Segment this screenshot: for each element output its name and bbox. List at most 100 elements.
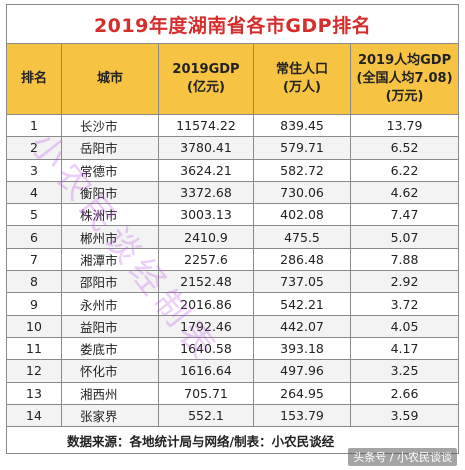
gdp-cell: 705.71 xyxy=(158,381,254,405)
header-population: 常住人口 (万人) xyxy=(253,43,351,115)
city-cell: 长沙市 xyxy=(61,113,159,138)
header-pop-line1: 常住人口 xyxy=(275,62,328,77)
table-row: 11 娄底市 1640.58 393.18 4.17 xyxy=(6,336,460,361)
city-cell: 湘潭市 xyxy=(61,247,159,272)
population-cell: 153.79 xyxy=(253,403,351,428)
population-cell: 579.71 xyxy=(253,136,351,160)
rank-cell: 9 xyxy=(6,292,62,316)
gdp-cell: 1616.64 xyxy=(158,359,254,383)
table-row: 1 长沙市 11574.22 839.45 13.79 xyxy=(6,113,460,138)
table-row: 3 常德市 3624.21 582.72 6.22 xyxy=(6,158,460,182)
table-row: 10 益阳市 1792.46 442.07 4.05 xyxy=(6,314,460,338)
gdp-ranking-table: 2019年度湖南省各市GDP排名 排名 城市 2019GDP (亿元) 常住人口… xyxy=(5,4,460,455)
table-body: 1 长沙市 11574.22 839.45 13.79 2 岳阳市 3780.41 579.71… xyxy=(6,113,460,428)
gdp-cell: 1792.46 xyxy=(158,314,254,338)
table-row: 12 怀化市 1616.64 497.96 3.25 xyxy=(6,359,460,383)
header-pop-line2: (万人) xyxy=(283,80,321,95)
population-cell: 393.18 xyxy=(253,336,351,361)
table-row: 7 湘潭市 2257.6 286.48 7.88 xyxy=(6,247,460,272)
rank-cell: 10 xyxy=(6,314,62,338)
header-row: 排名 城市 2019GDP (亿元) 常住人口 (万人) 2019人均GDP (… xyxy=(6,43,460,115)
population-cell: 475.5 xyxy=(253,225,351,249)
per-capita-gdp-cell: 2.66 xyxy=(349,381,460,405)
gdp-ranking-table-container: 2019年度湖南省各市GDP排名 排名 城市 2019GDP (亿元) 常住人口… xyxy=(5,4,460,455)
table-row: 4 衡阳市 3372.68 730.06 4.62 xyxy=(6,180,460,205)
per-capita-gdp-cell: 5.07 xyxy=(349,225,460,249)
gdp-cell: 1640.58 xyxy=(158,336,254,361)
rank-cell: 7 xyxy=(6,247,62,272)
rank-cell: 13 xyxy=(6,381,62,405)
header-gdp-line1: 2019GDP xyxy=(172,62,240,77)
per-capita-gdp-cell: 13.79 xyxy=(349,113,460,138)
header-pc-line1: 2019人均GDP xyxy=(357,53,452,68)
population-cell: 542.21 xyxy=(253,292,351,316)
data-source-footer: 数据来源：各地统计局与网络/制表：小农民谈经 xyxy=(5,426,460,455)
gdp-cell: 11574.22 xyxy=(158,113,254,138)
population-cell: 582.72 xyxy=(253,158,351,182)
city-cell: 益阳市 xyxy=(61,314,159,338)
gdp-cell: 3372.68 xyxy=(158,180,254,205)
per-capita-gdp-cell: 6.22 xyxy=(349,158,460,182)
city-cell: 邵阳市 xyxy=(61,270,159,294)
header-per-capita-gdp: 2019人均GDP (全国人均7.08) (万元) xyxy=(349,43,460,115)
table-title: 2019年度湖南省各市GDP排名 xyxy=(5,4,460,44)
city-cell: 怀化市 xyxy=(61,359,159,383)
population-cell: 730.06 xyxy=(253,180,351,205)
per-capita-gdp-cell: 3.59 xyxy=(349,403,460,428)
rank-cell: 4 xyxy=(6,180,62,205)
per-capita-gdp-cell: 4.05 xyxy=(349,314,460,338)
per-capita-gdp-cell: 7.88 xyxy=(349,247,460,272)
population-cell: 442.07 xyxy=(253,314,351,338)
gdp-cell: 3624.21 xyxy=(158,158,254,182)
population-cell: 402.08 xyxy=(253,203,351,227)
rank-cell: 3 xyxy=(6,158,62,182)
city-cell: 娄底市 xyxy=(61,336,159,361)
table-row: 2 岳阳市 3780.41 579.71 6.52 xyxy=(6,136,460,160)
header-pc-line3: (万元) xyxy=(385,89,424,104)
city-cell: 张家界 xyxy=(61,403,159,428)
population-cell: 737.05 xyxy=(253,270,351,294)
table-row: 8 邵阳市 2152.48 737.05 2.92 xyxy=(6,270,460,294)
population-cell: 839.45 xyxy=(253,113,351,138)
gdp-cell: 552.1 xyxy=(158,403,254,428)
population-cell: 286.48 xyxy=(253,247,351,272)
city-cell: 常德市 xyxy=(61,158,159,182)
rank-cell: 8 xyxy=(6,270,62,294)
city-cell: 衡阳市 xyxy=(61,180,159,205)
per-capita-gdp-cell: 4.17 xyxy=(349,336,460,361)
header-gdp: 2019GDP (亿元) xyxy=(158,43,254,115)
table-row: 13 湘西州 705.71 264.95 2.66 xyxy=(6,381,460,405)
city-cell: 郴州市 xyxy=(61,225,159,249)
population-cell: 497.96 xyxy=(253,359,351,383)
gdp-cell: 3003.13 xyxy=(158,203,254,227)
corner-watermark: 头条号 / 小农民谈谈 xyxy=(348,448,457,466)
per-capita-gdp-cell: 3.25 xyxy=(349,359,460,383)
table-row: 5 株洲市 3003.13 402.08 7.47 xyxy=(6,203,460,227)
header-city: 城市 xyxy=(61,43,159,115)
table-row: 6 郴州市 2410.9 475.5 5.07 xyxy=(6,225,460,249)
rank-cell: 6 xyxy=(6,225,62,249)
rank-cell: 12 xyxy=(6,359,62,383)
gdp-cell: 2016.86 xyxy=(158,292,254,316)
gdp-cell: 2152.48 xyxy=(158,270,254,294)
header-gdp-line2: (亿元) xyxy=(187,80,225,95)
gdp-cell: 3780.41 xyxy=(158,136,254,160)
header-rank: 排名 xyxy=(6,43,62,115)
rank-cell: 14 xyxy=(6,403,62,428)
gdp-cell: 2410.9 xyxy=(158,225,254,249)
table-row: 14 张家界 552.1 153.79 3.59 xyxy=(6,403,460,428)
per-capita-gdp-cell: 3.72 xyxy=(349,292,460,316)
per-capita-gdp-cell: 7.47 xyxy=(349,203,460,227)
per-capita-gdp-cell: 6.52 xyxy=(349,136,460,160)
city-cell: 株洲市 xyxy=(61,203,159,227)
population-cell: 264.95 xyxy=(253,381,351,405)
city-cell: 湘西州 xyxy=(61,381,159,405)
rank-cell: 11 xyxy=(6,336,62,361)
gdp-cell: 2257.6 xyxy=(158,247,254,272)
header-pc-line2: (全国人均7.08) xyxy=(356,71,453,86)
rank-cell: 5 xyxy=(6,203,62,227)
city-cell: 岳阳市 xyxy=(61,136,159,160)
table-row: 9 永州市 2016.86 542.21 3.72 xyxy=(6,292,460,316)
city-cell: 永州市 xyxy=(61,292,159,316)
per-capita-gdp-cell: 4.62 xyxy=(349,180,460,205)
